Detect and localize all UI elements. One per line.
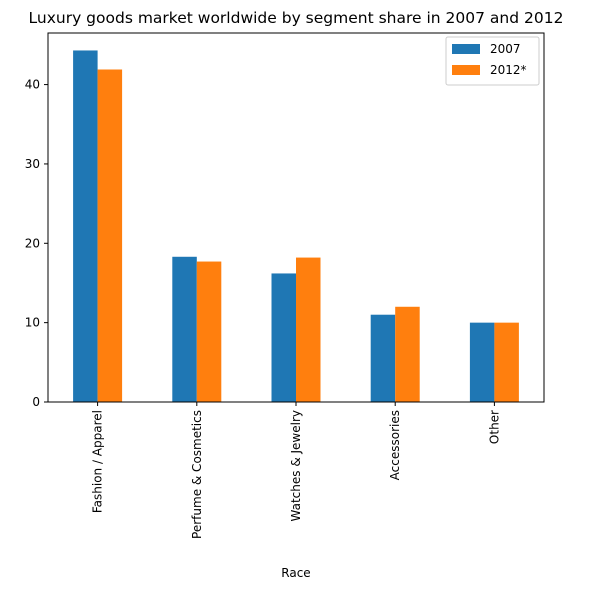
x-tick-label: Accessories [388,410,402,480]
y-tick-label: 10 [25,316,40,330]
bar-2007-1 [172,256,197,402]
bar-2012-2 [296,257,321,402]
y-tick-label: 0 [32,395,40,409]
bar-2012-1 [196,261,222,402]
y-tick-label: 30 [25,157,40,171]
x-tick-label: Fashion / Apparel [91,410,105,513]
bar-2007-3 [370,314,396,402]
x-ticks: Fashion / Apparel Perfume & Cosmetics Watc… [91,402,501,539]
legend-swatch [452,65,480,75]
x-tick-label: Perfume & Cosmetics [190,410,204,539]
chart-title: Luxury goods market worldwide by segment… [29,9,564,27]
y-tick-label: 40 [25,78,40,92]
bars-group [73,50,519,403]
legend-swatch [452,44,480,54]
legend-label: 2007 [490,42,521,56]
bar-2012-4 [494,322,519,402]
plot-frame [47,32,545,403]
x-tick-label: Other [487,410,501,444]
y-ticks: 0 10 20 30 40 [25,78,48,409]
legend-label: 2012* [490,63,527,77]
bar-2012-0 [97,69,123,402]
y-tick-label: 20 [25,236,40,250]
bar-2012-3 [395,306,420,402]
x-tick-label: Watches & Jewelry [289,410,303,521]
bar-2007-2 [271,273,296,402]
x-axis-label: Race [281,566,310,580]
bar-2007-0 [73,50,98,403]
bar-2007-4 [469,322,495,402]
legend: 2007 2012* [445,36,540,86]
